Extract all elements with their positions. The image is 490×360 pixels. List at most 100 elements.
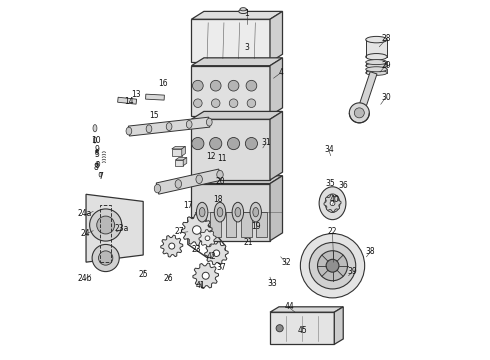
Ellipse shape <box>366 36 387 43</box>
Text: 7: 7 <box>98 172 103 181</box>
Text: 45: 45 <box>297 325 307 334</box>
Text: 5: 5 <box>94 150 99 159</box>
Polygon shape <box>86 194 143 262</box>
Polygon shape <box>156 169 221 194</box>
Circle shape <box>245 138 258 150</box>
Circle shape <box>213 250 220 256</box>
Circle shape <box>97 216 115 234</box>
Polygon shape <box>195 212 206 237</box>
Circle shape <box>205 236 210 240</box>
Text: 17: 17 <box>183 201 193 210</box>
Ellipse shape <box>154 184 161 193</box>
Text: 22: 22 <box>328 227 337 236</box>
Ellipse shape <box>166 123 172 131</box>
Circle shape <box>193 226 201 234</box>
Text: 21: 21 <box>244 238 253 247</box>
Polygon shape <box>270 58 283 116</box>
Text: 26: 26 <box>163 274 173 283</box>
Text: 13: 13 <box>131 90 141 99</box>
Polygon shape <box>172 149 182 156</box>
Text: 34: 34 <box>324 145 334 154</box>
Ellipse shape <box>253 207 259 217</box>
Ellipse shape <box>126 127 132 135</box>
Ellipse shape <box>214 202 226 222</box>
Text: 14: 14 <box>124 97 134 106</box>
Ellipse shape <box>232 202 244 222</box>
Ellipse shape <box>366 54 387 60</box>
Text: 1: 1 <box>245 9 249 18</box>
Circle shape <box>210 80 221 91</box>
Polygon shape <box>324 195 341 212</box>
Ellipse shape <box>325 194 340 212</box>
Circle shape <box>211 99 220 108</box>
Ellipse shape <box>366 63 387 68</box>
Polygon shape <box>175 157 187 160</box>
Circle shape <box>247 99 256 108</box>
Circle shape <box>354 108 364 118</box>
Ellipse shape <box>196 202 208 222</box>
Circle shape <box>330 201 335 206</box>
Text: 40: 40 <box>329 195 339 204</box>
Polygon shape <box>192 19 270 62</box>
Text: 35: 35 <box>326 179 336 188</box>
Polygon shape <box>270 111 283 180</box>
Polygon shape <box>118 97 137 104</box>
Text: 25: 25 <box>138 270 148 279</box>
Polygon shape <box>241 212 252 237</box>
Text: 4: 4 <box>278 68 283 77</box>
Text: 10: 10 <box>91 136 100 145</box>
Text: 30: 30 <box>381 93 391 102</box>
Text: 15: 15 <box>149 111 159 120</box>
Polygon shape <box>205 242 228 265</box>
Ellipse shape <box>99 172 101 177</box>
Polygon shape <box>192 111 283 119</box>
Circle shape <box>349 103 369 123</box>
Polygon shape <box>181 215 212 246</box>
Polygon shape <box>199 230 216 247</box>
Ellipse shape <box>98 162 100 166</box>
Circle shape <box>229 99 238 108</box>
Text: 27: 27 <box>174 227 184 236</box>
Text: 3: 3 <box>245 43 249 52</box>
Text: 24: 24 <box>80 229 90 238</box>
Text: 33: 33 <box>268 279 277 288</box>
Circle shape <box>192 138 204 150</box>
Text: 37: 37 <box>217 263 227 272</box>
Text: 31: 31 <box>261 138 270 147</box>
Polygon shape <box>172 147 185 149</box>
Text: 42: 42 <box>206 252 216 261</box>
Ellipse shape <box>217 170 223 179</box>
Polygon shape <box>270 176 283 241</box>
Circle shape <box>318 251 347 281</box>
Polygon shape <box>226 212 237 237</box>
Polygon shape <box>183 157 187 166</box>
Ellipse shape <box>206 118 212 126</box>
Ellipse shape <box>94 137 97 143</box>
Ellipse shape <box>366 67 387 72</box>
Text: 39: 39 <box>347 267 357 276</box>
Circle shape <box>276 325 283 332</box>
Polygon shape <box>192 12 283 19</box>
Polygon shape <box>366 40 387 57</box>
Polygon shape <box>256 212 267 237</box>
Text: 36: 36 <box>339 181 348 190</box>
Ellipse shape <box>235 207 241 217</box>
Circle shape <box>92 244 119 271</box>
Polygon shape <box>182 147 185 156</box>
Text: 20: 20 <box>216 177 225 186</box>
Text: 11: 11 <box>217 154 226 163</box>
Circle shape <box>210 138 222 150</box>
Polygon shape <box>270 312 334 344</box>
Circle shape <box>300 234 365 298</box>
Polygon shape <box>270 307 343 312</box>
Polygon shape <box>146 94 164 100</box>
Circle shape <box>246 80 257 91</box>
Polygon shape <box>334 307 343 344</box>
Text: 12: 12 <box>206 152 216 161</box>
Circle shape <box>98 251 113 265</box>
Text: 23: 23 <box>192 245 201 254</box>
Text: 16: 16 <box>158 79 168 88</box>
Circle shape <box>90 209 122 241</box>
Ellipse shape <box>250 202 262 222</box>
Circle shape <box>326 259 339 272</box>
